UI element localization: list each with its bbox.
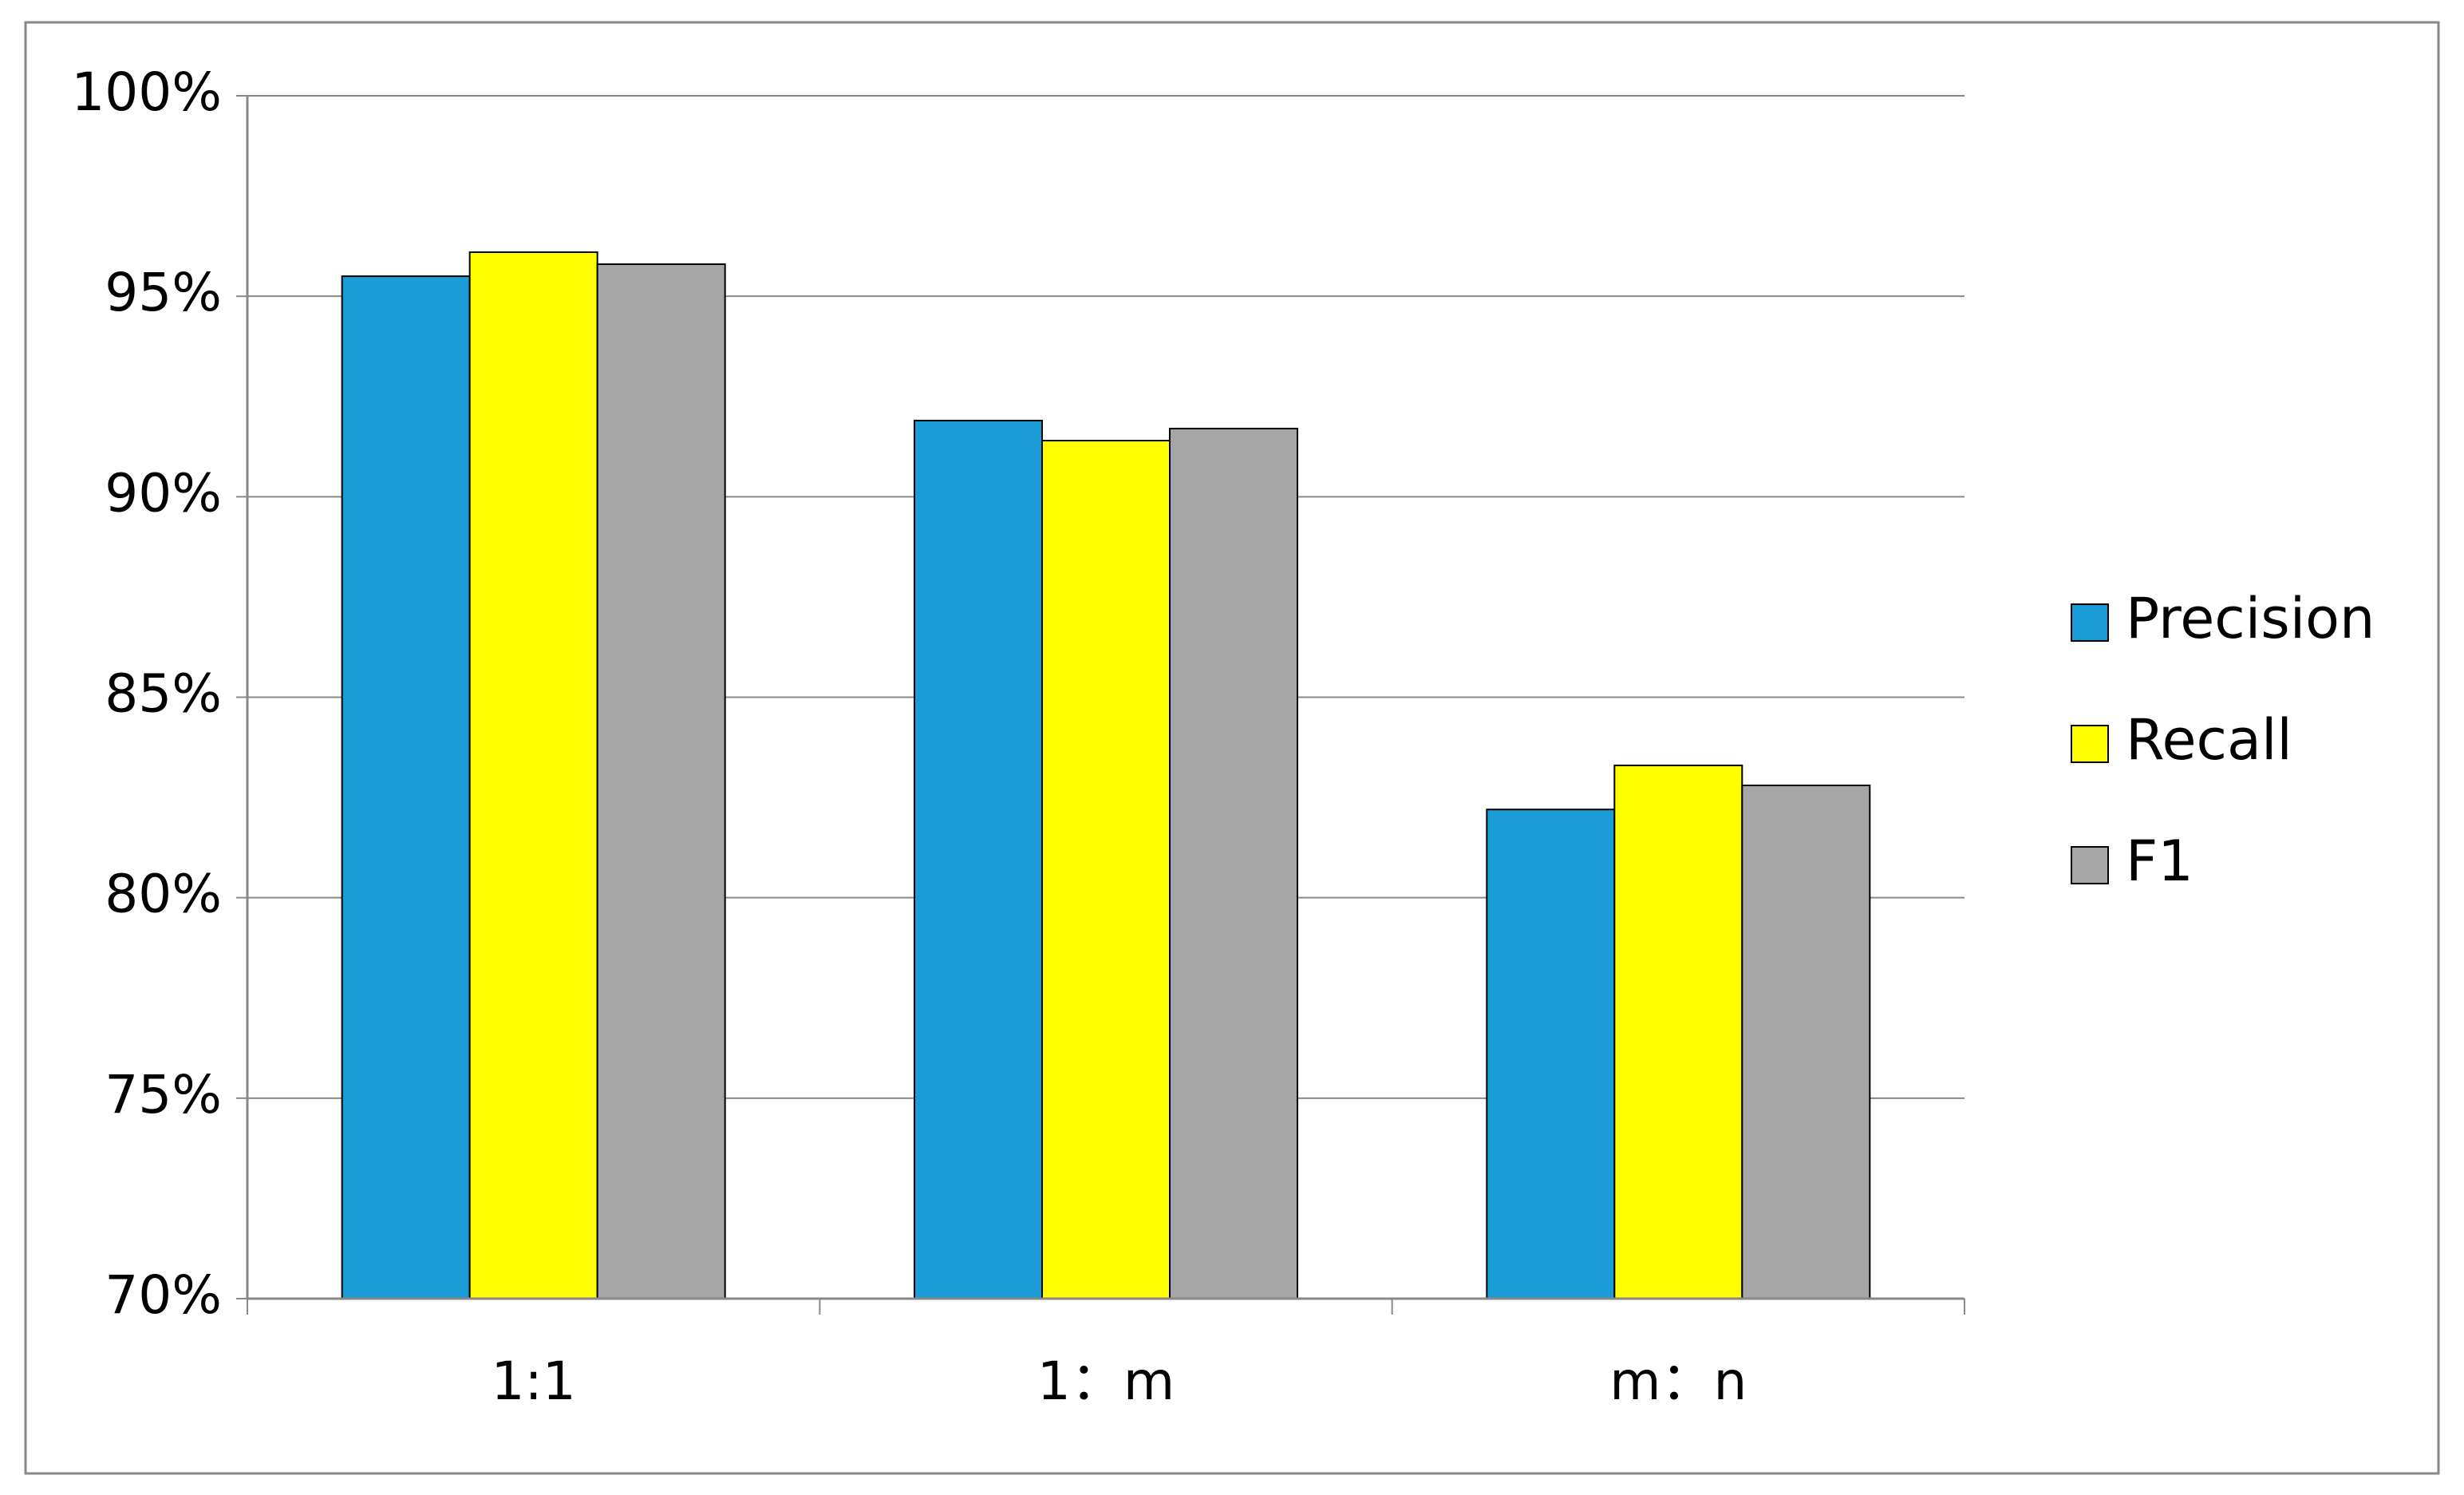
bar xyxy=(914,419,1043,1299)
legend-label: Precision xyxy=(2126,586,2375,651)
y-tick-label: 70% xyxy=(105,1264,222,1326)
bar xyxy=(468,251,598,1299)
legend-label: Recall xyxy=(2126,707,2292,773)
bar xyxy=(1041,440,1171,1299)
bar xyxy=(596,263,726,1300)
legend-swatch xyxy=(2071,725,2109,763)
y-tick-label: 75% xyxy=(105,1064,222,1125)
legend-swatch xyxy=(2071,846,2109,884)
bar xyxy=(341,275,471,1299)
legend-label: F1 xyxy=(2126,829,2194,894)
bar xyxy=(1486,809,1616,1299)
legend-swatch xyxy=(2071,603,2109,642)
bar xyxy=(1169,427,1298,1299)
y-tick-label: 80% xyxy=(105,864,222,925)
bar xyxy=(1741,785,1871,1299)
x-tick-label: 1：m xyxy=(1037,1351,1175,1412)
y-tick-label: 95% xyxy=(105,262,222,323)
x-tick-label: m：n xyxy=(1609,1351,1747,1412)
bar xyxy=(1613,764,1743,1299)
y-tick-label: 85% xyxy=(105,663,222,725)
y-tick-label: 90% xyxy=(105,462,222,524)
x-tick-label: 1:1 xyxy=(492,1351,576,1412)
y-tick-label: 100% xyxy=(71,61,222,123)
